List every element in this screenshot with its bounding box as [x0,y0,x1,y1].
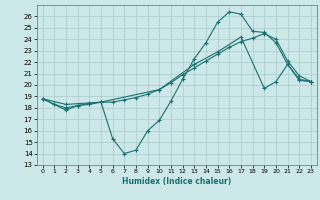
X-axis label: Humidex (Indice chaleur): Humidex (Indice chaleur) [122,177,231,186]
